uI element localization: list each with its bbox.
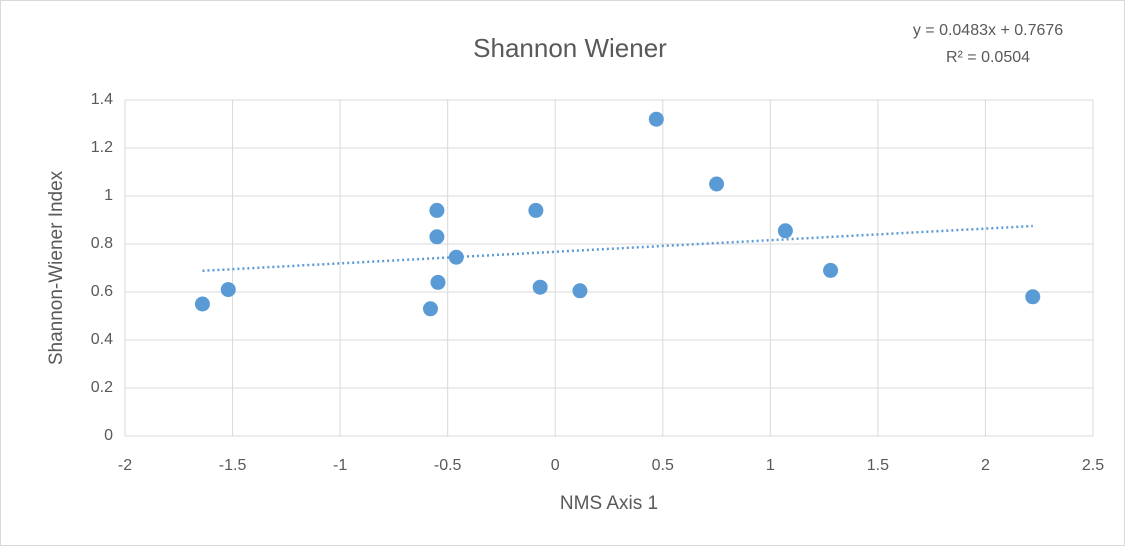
- x-tick-label: -1.5: [219, 457, 247, 474]
- y-tick-label: 1.4: [91, 91, 113, 108]
- point: [572, 283, 588, 299]
- point: [220, 282, 236, 298]
- point: [1025, 289, 1041, 305]
- trend-equation: y = 0.0483x + 0.7676: [913, 22, 1063, 39]
- chart-title: Shannon Wiener: [473, 33, 667, 63]
- x-tick-label: 2.5: [1082, 457, 1104, 474]
- point: [430, 274, 446, 290]
- x-tick-label: -1: [333, 457, 347, 474]
- y-tick-label: 1: [104, 187, 113, 204]
- x-tick-label: 2: [981, 457, 990, 474]
- y-tick-label: 1.2: [91, 139, 113, 156]
- x-tick-label: -0.5: [434, 457, 462, 474]
- point: [777, 223, 793, 239]
- x-tick-label: 0.5: [652, 457, 674, 474]
- y-tick-label: 0: [104, 427, 113, 444]
- point: [429, 202, 445, 218]
- trendline: [202, 224, 1033, 273]
- y-tick-label: 0.4: [91, 331, 113, 348]
- point: [448, 249, 464, 265]
- x-axis-label: NMS Axis 1: [560, 493, 658, 514]
- x-tick-label: 1: [766, 457, 775, 474]
- y-tick-label: 0.2: [91, 379, 113, 396]
- point: [532, 279, 548, 295]
- point: [429, 229, 445, 245]
- point: [823, 262, 839, 278]
- y-tick-label: 0.6: [91, 283, 113, 300]
- point: [194, 296, 210, 312]
- x-tick-label: 0: [551, 457, 560, 474]
- x-tick-label: -2: [118, 457, 132, 474]
- point: [648, 111, 664, 127]
- point: [422, 301, 438, 317]
- point: [528, 202, 544, 218]
- x-tick-label: 1.5: [867, 457, 889, 474]
- y-axis-label: Shannon-Wiener Index: [46, 170, 67, 365]
- trend-r2: R² = 0.0504: [946, 49, 1030, 66]
- y-tick-label: 0.8: [91, 235, 113, 252]
- point: [709, 176, 725, 192]
